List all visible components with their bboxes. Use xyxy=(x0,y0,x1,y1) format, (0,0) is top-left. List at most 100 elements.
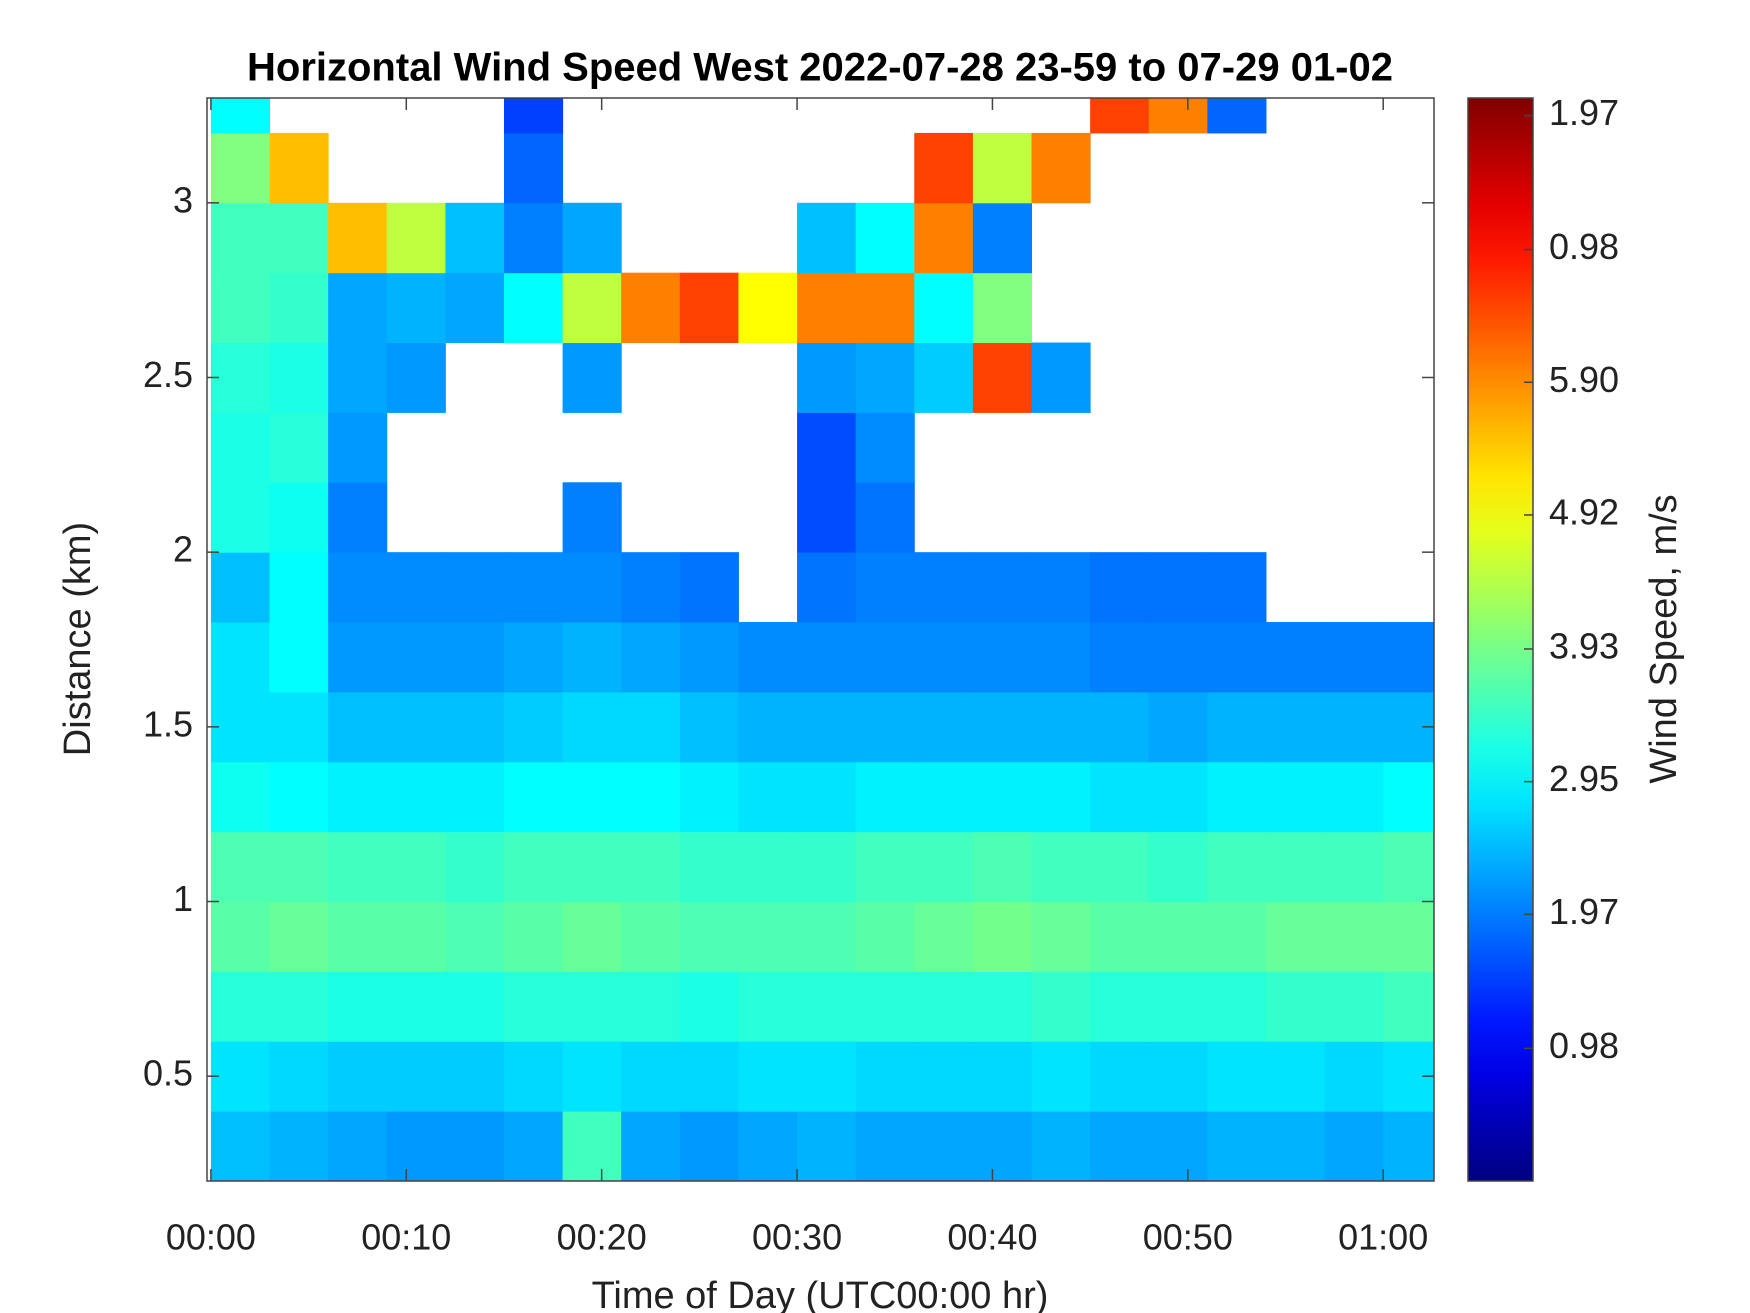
heatmap-cell xyxy=(621,272,681,344)
heatmap-cell xyxy=(1148,552,1208,623)
colorbar-tick-label: 0.98 xyxy=(1549,1025,1619,1066)
heatmap-cell xyxy=(328,552,388,623)
heatmap-cell xyxy=(445,1111,505,1181)
heatmap-cell xyxy=(1148,622,1208,693)
heatmap-cell xyxy=(328,691,388,763)
heatmap-cell xyxy=(503,272,564,344)
heatmap-cell xyxy=(1324,901,1384,972)
heatmap-cell xyxy=(445,272,505,344)
heatmap-cell xyxy=(562,971,622,1042)
heatmap-cell xyxy=(562,622,622,693)
heatmap-cell xyxy=(738,1111,798,1181)
heatmap-cell xyxy=(972,132,1033,204)
heatmap-cell xyxy=(269,132,329,204)
heatmap-cell xyxy=(1207,691,1267,763)
heatmap-cell xyxy=(562,552,622,623)
heatmap-cell xyxy=(738,272,798,344)
heatmap-cell xyxy=(1324,971,1384,1042)
heatmap-cell xyxy=(1207,971,1267,1042)
heatmap-cell xyxy=(1090,1041,1150,1112)
heatmap-cell xyxy=(562,831,622,903)
heatmap-cell xyxy=(797,342,857,413)
heatmap-cell xyxy=(1031,1041,1091,1112)
heatmap-cell xyxy=(210,971,271,1042)
heatmap-cell xyxy=(855,412,915,483)
heatmap-cell xyxy=(797,831,857,903)
heatmap-cell xyxy=(797,761,857,833)
heatmap-cell xyxy=(972,831,1033,903)
heatmap-cell xyxy=(1031,1111,1091,1181)
heatmap-cell xyxy=(210,831,271,903)
y-tick-label: 2.5 xyxy=(143,354,193,395)
heatmap-cell xyxy=(972,971,1033,1042)
heatmap-cell xyxy=(1265,1111,1326,1181)
heatmap-cell xyxy=(210,901,271,972)
heatmap-cell xyxy=(445,831,505,903)
heatmap-cell xyxy=(503,971,564,1042)
heatmap-cell xyxy=(914,622,974,693)
x-tick-label: 00:30 xyxy=(752,1217,842,1258)
heatmap-cell xyxy=(386,761,446,833)
heatmap-cell xyxy=(445,691,505,763)
heatmap-cell xyxy=(797,412,857,483)
heatmap-cell xyxy=(1324,691,1384,763)
heatmap-cell xyxy=(1265,971,1326,1042)
heatmap-cell xyxy=(972,272,1033,344)
colorbar-label: Wind Speed, m/s xyxy=(1643,494,1685,783)
heatmap-cell xyxy=(679,971,739,1042)
heatmap-cell xyxy=(1383,901,1434,972)
heatmap-cell xyxy=(269,272,329,344)
heatmap-cell xyxy=(269,901,329,972)
x-tick-label: 00:40 xyxy=(947,1217,1037,1258)
heatmap-cell xyxy=(972,1041,1033,1112)
heatmap-cell xyxy=(386,1041,446,1112)
heatmap-cell xyxy=(1383,761,1434,833)
colorbar-tick-label: 3.93 xyxy=(1549,625,1619,666)
heatmap-cell xyxy=(797,202,857,274)
heatmap-cell xyxy=(621,1111,681,1181)
heatmap-cell xyxy=(1265,761,1326,833)
heatmap-cell xyxy=(1090,971,1150,1042)
heatmap-cell xyxy=(1207,622,1267,693)
heatmap-cell xyxy=(1148,1111,1208,1181)
heatmap-cell xyxy=(445,971,505,1042)
plot-frame xyxy=(206,97,1435,1182)
heatmap-cell xyxy=(1031,901,1091,972)
heatmap-cell xyxy=(738,622,798,693)
heatmap-cell xyxy=(503,98,564,134)
heatmap-cell xyxy=(1148,761,1208,833)
heatmap-cell xyxy=(738,761,798,833)
heatmap-cell xyxy=(1090,552,1150,623)
heatmap-cell xyxy=(210,691,271,763)
heatmap-cell xyxy=(1383,622,1434,693)
heatmap-cell xyxy=(386,202,446,274)
heatmap-cell xyxy=(972,342,1033,413)
heatmap-cell xyxy=(679,691,739,763)
heatmap-cell xyxy=(1031,971,1091,1042)
heatmap-cell xyxy=(269,691,329,763)
heatmap-cell xyxy=(738,1041,798,1112)
heatmap-cell xyxy=(621,901,681,972)
heatmap-cell xyxy=(1148,971,1208,1042)
heatmap-cell xyxy=(1207,831,1267,903)
heatmap-cell xyxy=(1031,831,1091,903)
colorbar-tick-label: 1.97 xyxy=(1549,891,1619,932)
heatmap-cell xyxy=(855,901,915,972)
heatmap-cell xyxy=(328,342,388,413)
heatmap-cell xyxy=(386,971,446,1042)
heatmap-cell xyxy=(621,1041,681,1112)
heatmap-cell xyxy=(914,1111,974,1181)
heatmap-cell xyxy=(621,761,681,833)
heatmap-cell xyxy=(621,831,681,903)
heatmap-cell xyxy=(1324,831,1384,903)
heatmap-cell xyxy=(972,552,1033,623)
x-tick-label: 01:00 xyxy=(1338,1217,1428,1258)
heatmap-cell xyxy=(562,761,622,833)
heatmap-cell xyxy=(328,1111,388,1181)
heatmap-cell xyxy=(797,1111,857,1181)
heatmap-cell xyxy=(679,831,739,903)
heatmap-cell xyxy=(1031,622,1091,693)
heatmap-cell xyxy=(855,622,915,693)
heatmap-cell xyxy=(562,482,622,553)
